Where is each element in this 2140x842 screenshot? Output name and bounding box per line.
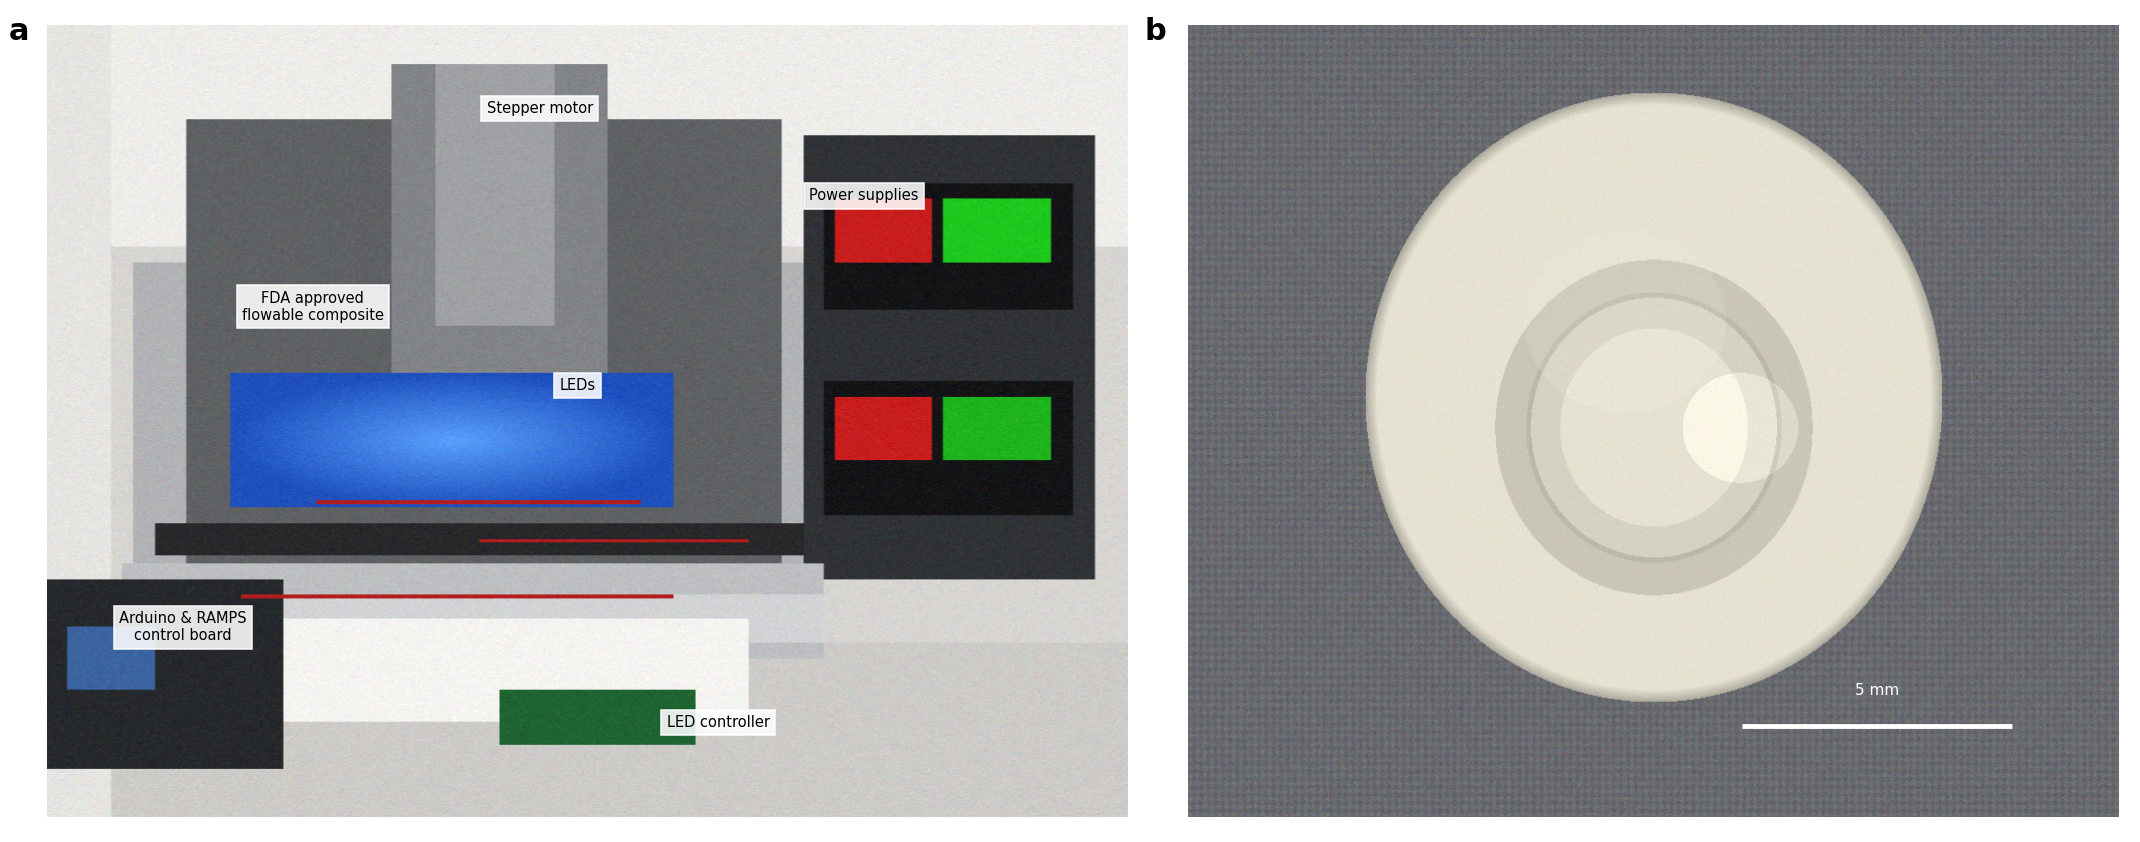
Text: Power supplies: Power supplies: [809, 189, 918, 204]
Text: LEDs: LEDs: [559, 378, 595, 393]
Text: Stepper motor: Stepper motor: [486, 101, 593, 116]
Text: a: a: [9, 17, 30, 45]
Text: FDA approved
flowable composite: FDA approved flowable composite: [242, 290, 383, 323]
Text: Arduino & RAMPS
control board: Arduino & RAMPS control board: [120, 611, 246, 643]
Text: 5 mm: 5 mm: [1855, 683, 1898, 698]
Text: b: b: [1145, 17, 1166, 45]
Text: LED controller: LED controller: [666, 715, 770, 730]
